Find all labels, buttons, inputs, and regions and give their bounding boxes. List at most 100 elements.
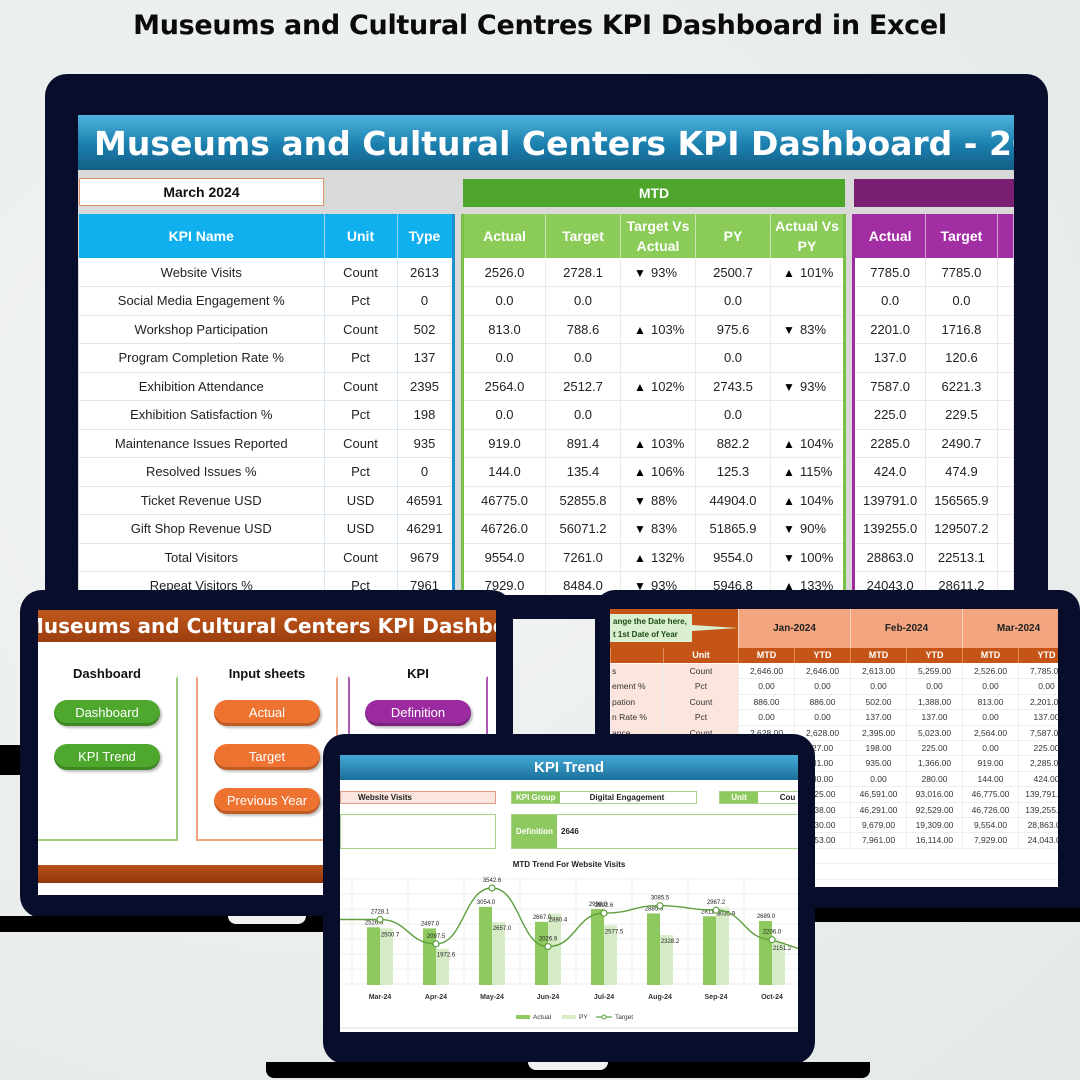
actual-vs-py: ▲ 104%	[770, 486, 845, 515]
mtd-actual: 0.0	[462, 343, 546, 373]
mtd-py: 0.0	[695, 343, 771, 373]
row-name: n Rate %	[610, 710, 663, 726]
actual-vs-py: ▲ 133%	[770, 571, 845, 595]
svg-text:2667.0: 2667.0	[533, 915, 552, 921]
ytd-more	[997, 571, 1014, 595]
row-value: 2,628.00	[738, 725, 794, 741]
row-value: 813.00	[962, 694, 1018, 711]
mtd-actual: 0.0	[462, 286, 546, 316]
kpi-row: Social Media Engagement % Pct 0	[79, 286, 454, 316]
ytd-more	[997, 315, 1014, 344]
kpi-unit: Pct	[324, 400, 398, 430]
ytd-row: 28863.0 22513.1	[853, 543, 1014, 572]
actual-button[interactable]: Actual	[214, 700, 320, 726]
row-value: 139,255.00	[1018, 802, 1058, 818]
mtd-actual: 9554.0	[462, 543, 546, 572]
ytd-more	[997, 343, 1014, 373]
svg-text:3035.9: 3035.9	[717, 912, 736, 918]
row-value: 0.00	[850, 679, 906, 695]
row-name: pation	[610, 694, 663, 711]
mtd-row: 144.0 135.4 ▲ 106% 125.3 ▲ 115%	[462, 457, 845, 487]
target-vs-actual: ▲ 106%	[620, 457, 696, 487]
row-value: 139,791.00	[1018, 787, 1058, 803]
row-value: 9,679.00	[850, 818, 906, 834]
ytd-actual: 225.0	[853, 400, 927, 430]
row-value: 93,016.00	[906, 787, 962, 803]
ytd-row: 2285.0 2490.7	[853, 429, 1014, 458]
mtd-py: 0.0	[695, 400, 771, 430]
kpi-unit: Count	[324, 543, 398, 572]
mtd-row: 0.0 0.0 0.0	[462, 400, 845, 430]
trend-arrow-icon: ▼	[634, 522, 646, 537]
kpi-select-dropdown[interactable]: Website Visits	[340, 791, 496, 804]
unit-field: Unit Cou	[719, 791, 798, 804]
kpi-group-field: KPI Group Digital Engagement	[511, 791, 697, 804]
mtd-row: 46775.0 52855.8 ▼ 88% 44904.0 ▲ 104%	[462, 486, 845, 515]
dashboard-button[interactable]: Dashboard	[54, 700, 160, 726]
svg-text:2728.1: 2728.1	[371, 909, 390, 915]
mtd-target: 7261.0	[545, 543, 621, 572]
row-value: 16,114.00	[906, 833, 962, 849]
target-vs-actual: ▲ 102%	[620, 372, 696, 401]
ytd-target: 28611.2	[925, 571, 998, 595]
ytd-row: 137.0 120.6	[853, 343, 1014, 373]
ytd-row: 7785.0 7785.0	[853, 258, 1014, 287]
mtd-py: 2743.5	[695, 372, 771, 401]
kpi-type: 0	[397, 286, 454, 316]
row-value: 5,023.00	[906, 725, 962, 741]
ytd-more	[997, 258, 1014, 287]
kpi-name: Total Visitors	[79, 543, 325, 572]
row-value: 0.00	[850, 771, 906, 788]
mtd-row: 46726.0 56071.2 ▼ 83% 51865.9 ▼ 90%	[462, 514, 845, 544]
previous-year-button[interactable]: Previous Year	[214, 788, 320, 814]
ytd-target: 6221.3	[925, 372, 998, 401]
ytd-more	[997, 543, 1014, 572]
target-vs-actual: ▼ 93%	[620, 258, 696, 287]
kpi-row: Maintenance Issues Reported Count 935	[79, 429, 454, 458]
col-ytd-target: Target	[925, 214, 998, 258]
svg-text:2097.5: 2097.5	[427, 934, 446, 940]
trend-arrow-icon: ▼	[634, 493, 646, 508]
kpi-trend-button[interactable]: KPI Trend	[54, 744, 160, 770]
svg-text:Sep-24: Sep-24	[705, 994, 728, 1001]
target-vs-actual: ▲ 132%	[620, 543, 696, 572]
svg-text:May-24: May-24	[480, 994, 504, 1001]
row-value: 935.00	[850, 756, 906, 772]
ytd-more	[997, 514, 1014, 544]
row-value: 1,366.00	[906, 756, 962, 772]
chart-title: MTD Trend For Website Visits	[512, 860, 626, 869]
target-vs-actual	[620, 286, 696, 316]
mtd-py: 975.6	[695, 315, 771, 344]
ytd-actual: 7785.0	[853, 258, 927, 287]
row-value: 225.00	[1018, 741, 1058, 757]
month-selector[interactable]: March 2024	[79, 178, 324, 206]
svg-text:2689.0: 2689.0	[757, 914, 776, 920]
row-value: 424.00	[1018, 771, 1058, 788]
ytd-more	[997, 372, 1014, 401]
col-actual-vs-py: Actual Vs PY	[770, 214, 845, 258]
kpi-unit: Count	[324, 315, 398, 344]
ytd-band	[854, 179, 1014, 207]
mtd-row: 813.0 788.6 ▲ 103% 975.6 ▼ 83%	[462, 315, 845, 344]
trend-arrow-icon: ▼	[783, 379, 795, 394]
kpi-type: 9679	[397, 543, 454, 572]
month-header: Jan-2024	[738, 609, 850, 648]
mtd-row: 919.0 891.4 ▲ 103% 882.2 ▲ 104%	[462, 429, 845, 458]
mtd-target: 0.0	[545, 400, 621, 430]
kpi-type: 46291	[397, 514, 454, 544]
data-sheet-base	[780, 908, 1080, 922]
kpi-unit: Count	[324, 429, 398, 458]
kpi-row: Gift Shop Revenue USD USD 46291	[79, 514, 454, 544]
row-value: 7,961.00	[850, 833, 906, 849]
svg-text:2892.6: 2892.6	[595, 903, 614, 909]
ytd-actual: 137.0	[853, 343, 927, 373]
mtd-actual: 7929.0	[462, 571, 546, 595]
definition-button[interactable]: Definition	[365, 700, 471, 726]
mtd-py: 125.3	[695, 457, 771, 487]
target-button[interactable]: Target	[214, 744, 320, 770]
ytd-more	[997, 486, 1014, 515]
data-row: s Count 2,646.00 2,646.00 2,613.00 5,259.00 2…	[610, 664, 1058, 680]
mtd-target: 0.0	[545, 286, 621, 316]
ytd-more	[997, 286, 1014, 316]
ytd-row: 24043.0 28611.2	[853, 571, 1014, 595]
